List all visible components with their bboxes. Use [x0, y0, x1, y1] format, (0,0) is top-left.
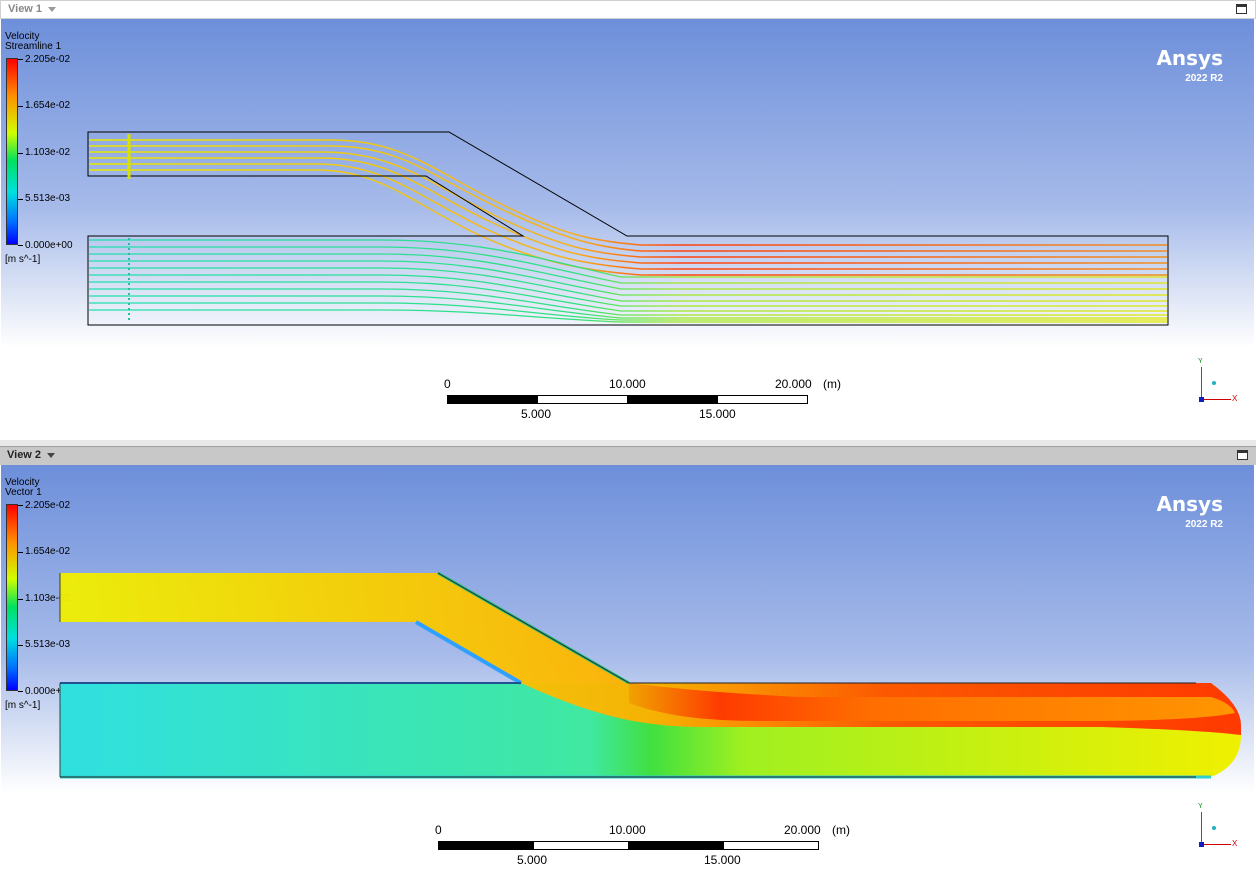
view-2-panel: View 2 Velocity Vector 1 2.205e-02 1.654… — [0, 446, 1256, 885]
pipe-geometry-outline — [87, 131, 1169, 326]
upper-channel-field — [60, 573, 1241, 735]
chevron-down-icon — [47, 452, 56, 458]
legend-label-1: 5.513e-03 — [25, 639, 71, 650]
view-2-header: View 2 — [0, 446, 1256, 465]
legend-label-1: 5.513e-03 — [25, 193, 71, 204]
legend-min-label: 0.000e+00 — [25, 240, 73, 251]
view-splitter[interactable] — [0, 440, 1256, 446]
high-velocity-region — [629, 683, 1235, 721]
view-2-viewport[interactable]: Velocity Vector 1 2.205e-02 1.654e-02 1.… — [1, 465, 1254, 885]
view-1-title: View 1 — [8, 3, 43, 15]
legend-object: Vector 1 — [5, 487, 42, 498]
scale-label-20: 20.000 — [775, 377, 812, 391]
scale-label-20: 20.000 — [784, 823, 821, 837]
scale-label-0: 0 — [435, 823, 442, 837]
scale-label-10: 10.000 — [609, 823, 646, 837]
maximize-icon[interactable] — [1237, 450, 1248, 460]
axis-triad: Y X — [1198, 358, 1238, 403]
scale-bar-segment — [447, 395, 538, 404]
scale-unit: (m) — [832, 823, 850, 837]
scale-bar-segment — [533, 841, 629, 850]
ansys-logo: Ansys — [1156, 492, 1223, 516]
streamline-plot — [87, 131, 1169, 326]
view-2-title-dropdown[interactable]: View 2 — [7, 449, 56, 461]
scale-label-0: 0 — [444, 377, 451, 391]
scale-label-5: 5.000 — [521, 407, 552, 421]
scale-label-5: 5.000 — [517, 853, 548, 867]
scale-bar-segment — [717, 395, 808, 404]
upper-inlet-streamlines — [89, 139, 1167, 276]
view-1-header: View 1 — [0, 0, 1256, 19]
scale-unit: (m) — [823, 377, 841, 391]
legend-label-2: 1.103e-02 — [25, 593, 71, 604]
view-1-viewport[interactable]: Velocity Streamline 1 2.205e-02 1.654e-0… — [1, 19, 1254, 440]
ansys-version: 2022 R2 — [1185, 519, 1223, 530]
scale-bar-segment — [438, 841, 534, 850]
legend-variable: Velocity — [5, 31, 40, 42]
legend-unit: [m s^-1] — [5, 254, 41, 265]
ansys-version: 2022 R2 — [1185, 73, 1223, 84]
lower-inlet-streamlines — [89, 239, 1167, 323]
scale-bar-segment — [628, 841, 724, 850]
legend-label-3: 1.654e-02 — [25, 100, 71, 111]
legend-object: Streamline 1 — [5, 41, 62, 52]
legend-variable: Velocity — [5, 477, 40, 488]
legend-min-label: 0.000e+00 — [25, 686, 73, 697]
scale-bar-segment — [723, 841, 819, 850]
legend-max-label: 2.205e-02 — [25, 54, 71, 65]
view-2-title: View 2 — [7, 449, 42, 461]
color-legend-bar — [6, 58, 18, 245]
legend-label-3: 1.654e-02 — [25, 546, 71, 557]
chevron-down-icon — [48, 6, 57, 12]
scale-label-10: 10.000 — [609, 377, 646, 391]
view-1-panel: View 1 Velocity Streamline 1 2.205e-02 1… — [0, 0, 1256, 440]
vector-plot — [59, 571, 1241, 779]
ansys-logo: Ansys — [1156, 46, 1223, 70]
color-legend-bar — [6, 504, 18, 691]
scale-bar-segment — [627, 395, 718, 404]
scale-label-15: 15.000 — [699, 407, 736, 421]
scale-bar-segment — [537, 395, 628, 404]
legend-unit: [m s^-1] — [5, 700, 41, 711]
scale-label-15: 15.000 — [704, 853, 741, 867]
axis-triad: Y X — [1198, 803, 1238, 848]
view-1-title-dropdown[interactable]: View 1 — [8, 3, 57, 15]
maximize-icon[interactable] — [1236, 4, 1247, 14]
legend-max-label: 2.205e-02 — [25, 500, 71, 511]
legend-label-2: 1.103e-02 — [25, 147, 71, 158]
